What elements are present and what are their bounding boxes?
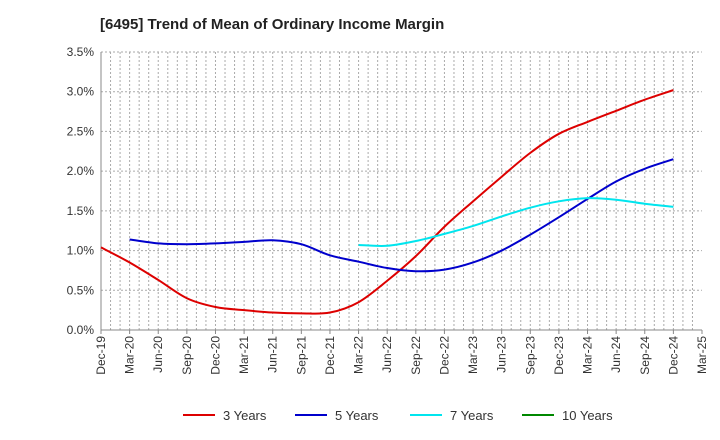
x-tick-label: Mar-25	[695, 336, 709, 374]
legend-label: 10 Years	[562, 408, 613, 423]
x-tick-label: Jun-22	[380, 336, 394, 373]
y-tick-label: 0.5%	[67, 283, 95, 297]
x-tick-label: Jun-20	[151, 336, 165, 373]
x-tick-label: Dec-19	[94, 336, 108, 375]
x-tick-label: Dec-22	[437, 336, 451, 375]
x-tick-label: Jun-24	[609, 336, 623, 373]
x-tick-label: Mar-24	[581, 336, 595, 374]
x-tick-label: Jun-23	[495, 336, 509, 373]
x-tick-label: Mar-22	[352, 336, 366, 374]
x-tick-label: Sep-22	[409, 336, 423, 375]
series-line-5-years	[129, 158, 674, 273]
y-tick-label: 2.0%	[67, 164, 95, 178]
x-tick-label: Mar-21	[237, 336, 251, 374]
chart-title: [6495] Trend of Mean of Ordinary Income …	[100, 16, 445, 33]
plot-area	[101, 52, 702, 330]
y-tick-label: 1.5%	[67, 204, 95, 218]
x-tick-label: Dec-24	[666, 336, 680, 375]
series-line-7-years	[358, 197, 674, 247]
x-tick-label: Jun-21	[266, 336, 280, 373]
series-line-3-years	[100, 89, 674, 315]
x-tick-label: Dec-21	[323, 336, 337, 375]
legend-label: 5 Years	[335, 408, 379, 423]
x-tick-label: Sep-23	[523, 336, 537, 375]
x-tick-label: Dec-20	[208, 336, 222, 375]
y-tick-label: 3.0%	[67, 85, 95, 99]
y-tick-label: 2.5%	[67, 124, 95, 138]
x-tick-label: Mar-23	[466, 336, 480, 374]
y-tick-label: 0.0%	[67, 323, 95, 337]
x-tick-label: Sep-21	[294, 336, 308, 375]
legend-label: 7 Years	[450, 408, 494, 423]
x-tick-label: Sep-24	[638, 336, 652, 375]
y-tick-label: 1.0%	[67, 244, 95, 258]
legend-label: 3 Years	[223, 408, 267, 423]
x-tick-label: Mar-20	[123, 336, 137, 374]
x-tick-label: Sep-20	[180, 336, 194, 375]
y-tick-label: 3.5%	[67, 45, 95, 59]
x-tick-label: Dec-23	[552, 336, 566, 375]
